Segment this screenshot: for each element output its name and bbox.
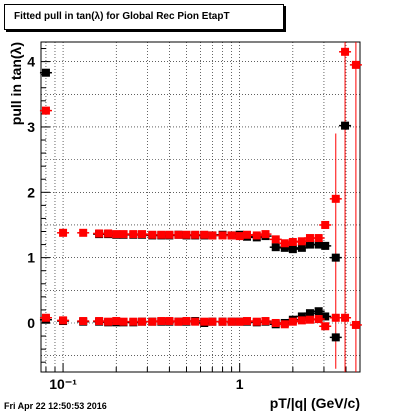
y-tick-label: 3 [27, 119, 35, 135]
data-point-red [59, 228, 68, 237]
data-point-black [271, 243, 280, 252]
data-point-red [208, 231, 217, 240]
data-point-red [119, 230, 128, 239]
y-tick-label: 0 [27, 315, 35, 331]
data-point-red [252, 231, 261, 240]
data-point-black [297, 243, 306, 252]
data-point-red [174, 317, 183, 326]
data-point-black [41, 68, 50, 77]
data-point-red [182, 317, 191, 326]
data-point-red [305, 234, 314, 243]
data-point-red [297, 237, 306, 246]
data-point-red [157, 317, 166, 326]
data-point-black [331, 253, 340, 262]
data-point-black [288, 245, 297, 254]
data-point-red [271, 318, 280, 327]
data-point-red [261, 230, 270, 239]
data-point-black [305, 240, 314, 249]
data-point-red [227, 231, 236, 240]
data-point-red [218, 317, 227, 326]
data-point-black [280, 243, 289, 252]
chart-title: Fitted pull in tan(λ) for Global Rec Pio… [14, 11, 230, 22]
data-point-red [104, 229, 113, 238]
data-point-black [331, 333, 340, 342]
data-point-red [280, 320, 289, 329]
data-point-red [95, 317, 104, 326]
x-tick-label: 10⁻¹ [49, 376, 77, 392]
data-point-red [119, 317, 128, 326]
data-point-red [174, 230, 183, 239]
data-point-red [129, 230, 138, 239]
data-point-black [314, 240, 323, 249]
data-point-red [331, 313, 340, 322]
y-tick-label: 2 [27, 184, 35, 200]
data-point-black [341, 121, 350, 130]
data-point-red [341, 47, 350, 56]
data-point-red [129, 317, 138, 326]
data-point-black [321, 312, 330, 321]
data-point-red [288, 237, 297, 246]
data-point-red [79, 317, 88, 326]
data-point-red [208, 317, 217, 326]
data-point-red [200, 230, 209, 239]
data-point-red [297, 316, 306, 325]
data-point-red [138, 317, 147, 326]
data-point-red [261, 317, 270, 326]
data-point-red [242, 317, 251, 326]
data-point-red [314, 315, 323, 324]
data-point-red [235, 232, 244, 241]
data-point-red [305, 315, 314, 324]
data-point-red [104, 317, 113, 326]
data-point-red [182, 230, 191, 239]
data-point-red [341, 313, 350, 322]
data-point-red [314, 234, 323, 243]
y-tick-label: 4 [27, 54, 35, 70]
data-point-black [314, 307, 323, 316]
data-point-red [227, 317, 236, 326]
chart-title-box: Fitted pull in tan(λ) for Global Rec Pio… [4, 4, 284, 30]
data-point-red [321, 220, 330, 229]
data-point-red [79, 228, 88, 237]
data-point-red [148, 317, 157, 326]
data-point-red [280, 239, 289, 248]
data-point-red [191, 230, 200, 239]
data-point-black [321, 241, 330, 250]
data-point-black [305, 309, 314, 318]
data-point-red [112, 317, 121, 326]
y-tick-label: 1 [27, 250, 35, 266]
data-point-red [321, 322, 330, 331]
data-point-red [351, 60, 360, 69]
footer-timestamp: Fri Apr 22 12:50:53 2016 [4, 401, 107, 411]
data-point-red [242, 230, 251, 239]
data-point-red [252, 317, 261, 326]
data-point-red [148, 230, 157, 239]
data-point-red [200, 317, 209, 326]
y-axis-label: pull in tan(λ) [8, 42, 24, 125]
data-point-red [191, 317, 200, 326]
data-point-red [165, 317, 174, 326]
x-tick-label: 1 [236, 376, 244, 392]
data-point-red [351, 320, 360, 329]
data-point-red [41, 313, 50, 322]
data-point-red [59, 316, 68, 325]
data-point-red [331, 194, 340, 203]
data-point-red [41, 106, 50, 115]
data-point-red [165, 230, 174, 239]
data-point-red [95, 229, 104, 238]
data-point-red [235, 317, 244, 326]
data-point-red [218, 231, 227, 240]
x-axis-label: pT/|q| (GeV/c) [270, 395, 360, 411]
data-point-red [271, 235, 280, 244]
data-point-red [112, 230, 121, 239]
data-point-red [157, 230, 166, 239]
data-point-red [138, 230, 147, 239]
data-point-red [288, 317, 297, 326]
